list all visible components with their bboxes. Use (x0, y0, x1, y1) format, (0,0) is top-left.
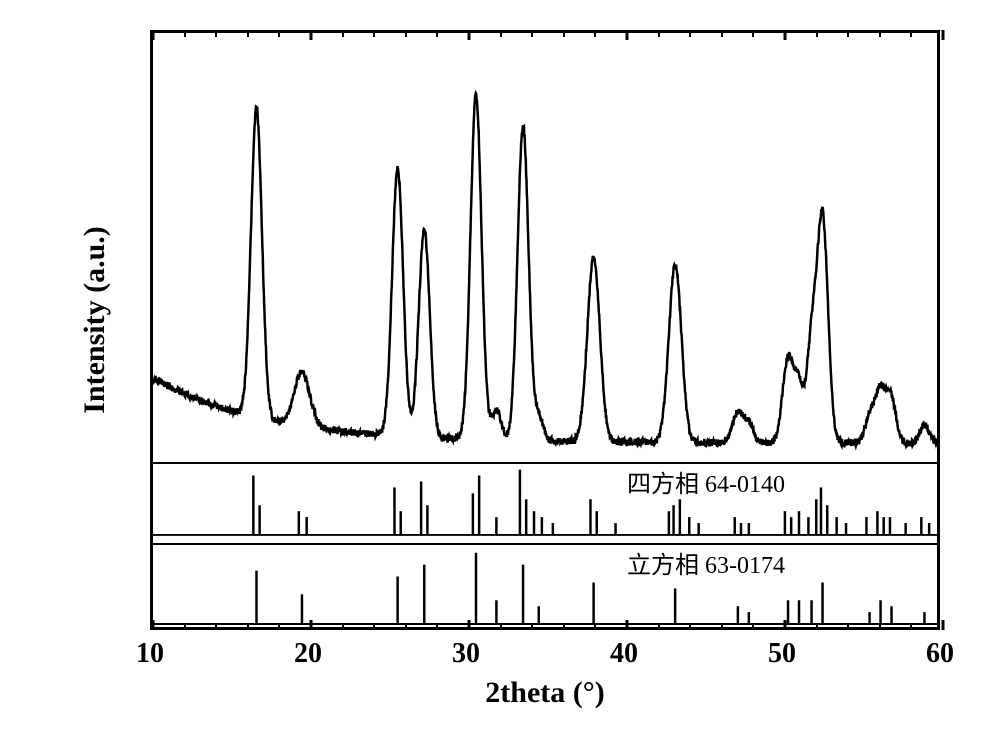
x-tick-label: 10 (136, 638, 164, 670)
x-tick-label: 20 (294, 638, 322, 670)
spectrum-trace (153, 93, 937, 446)
x-tick (942, 620, 945, 630)
x-tick-label: 40 (610, 638, 638, 670)
ref-label-cubic: 立方相 63-0174 (627, 545, 785, 580)
x-tick-label: 30 (452, 638, 480, 670)
y-axis-label: Intensity (a.u.) (78, 226, 112, 414)
xrd-chart: Intensity (a.u.) 四方相 64-0140 立方相 63-0174… (60, 20, 960, 710)
plot-area: 四方相 64-0140 立方相 63-0174 (150, 30, 940, 630)
x-axis-label: 2theta (°) (485, 676, 604, 710)
x-tick-label: 60 (926, 638, 954, 670)
ref-label-tetragonal: 四方相 64-0140 (627, 464, 785, 499)
x-tick-top (942, 30, 945, 40)
spectrum-svg (153, 33, 937, 627)
x-tick-label: 50 (768, 638, 796, 670)
